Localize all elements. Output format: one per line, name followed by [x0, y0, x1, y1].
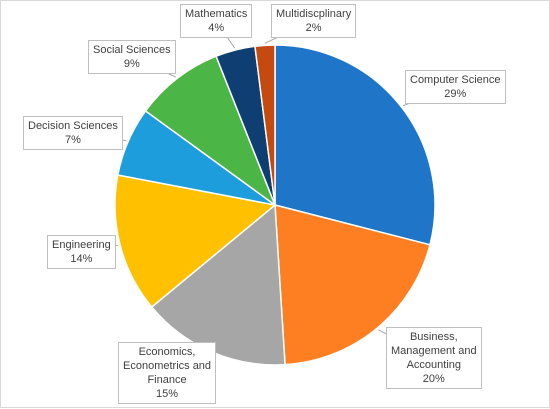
- data-label-economics-econometrics-and-finance: Economics, Econometrics and Finance 15%: [118, 342, 217, 404]
- data-label-category: Management and: [391, 345, 477, 357]
- data-label-category: Business,: [409, 331, 458, 343]
- data-label-decision-sciences: Decision Sciences 7%: [23, 116, 123, 150]
- data-label-percent: 14%: [70, 253, 93, 265]
- data-label-multidiscplinary: Multidiscplinary 2%: [271, 4, 357, 38]
- data-label-percent: 7%: [64, 134, 81, 146]
- data-label-category: Engineering: [52, 239, 111, 251]
- data-label-category: Economics,: [138, 346, 196, 358]
- data-label-category: Multidiscplinary: [276, 8, 352, 20]
- data-label-category: Computer Science: [410, 74, 501, 86]
- data-label-percent: 29%: [444, 88, 467, 100]
- pie-slice-multidiscplinary: [254, 44, 276, 206]
- data-label-mathematics: Mathematics 4%: [180, 4, 253, 38]
- data-label-social-sciences: Social Sciences 9%: [88, 40, 176, 74]
- data-label-computer-science: Computer Science 29%: [405, 70, 506, 104]
- data-label-category: Mathematics: [185, 8, 248, 20]
- data-label-category: Econometrics and: [123, 360, 212, 372]
- data-label-category: Accounting: [406, 359, 462, 371]
- data-label-percent: 15%: [156, 388, 179, 400]
- pie-slice-computer-science: [274, 44, 436, 246]
- data-label-category: Decision Sciences: [28, 120, 118, 132]
- data-label-category: Finance: [147, 374, 187, 386]
- pie-slice-business-management-and-accounting: [274, 204, 431, 366]
- data-label-percent: 20%: [422, 373, 445, 385]
- data-label-engineering: Engineering 14%: [47, 235, 116, 269]
- pie-slice-social-sciences: [144, 55, 277, 208]
- data-label-category: Social Sciences: [93, 44, 171, 56]
- data-label-percent: 4%: [208, 22, 225, 34]
- pie-slice-engineering: [114, 174, 277, 309]
- data-label-percent: 2%: [305, 22, 322, 34]
- data-label-percent: 9%: [123, 58, 140, 70]
- data-label-business-management-and-accounting: Business, Management and Accounting 20%: [386, 327, 482, 389]
